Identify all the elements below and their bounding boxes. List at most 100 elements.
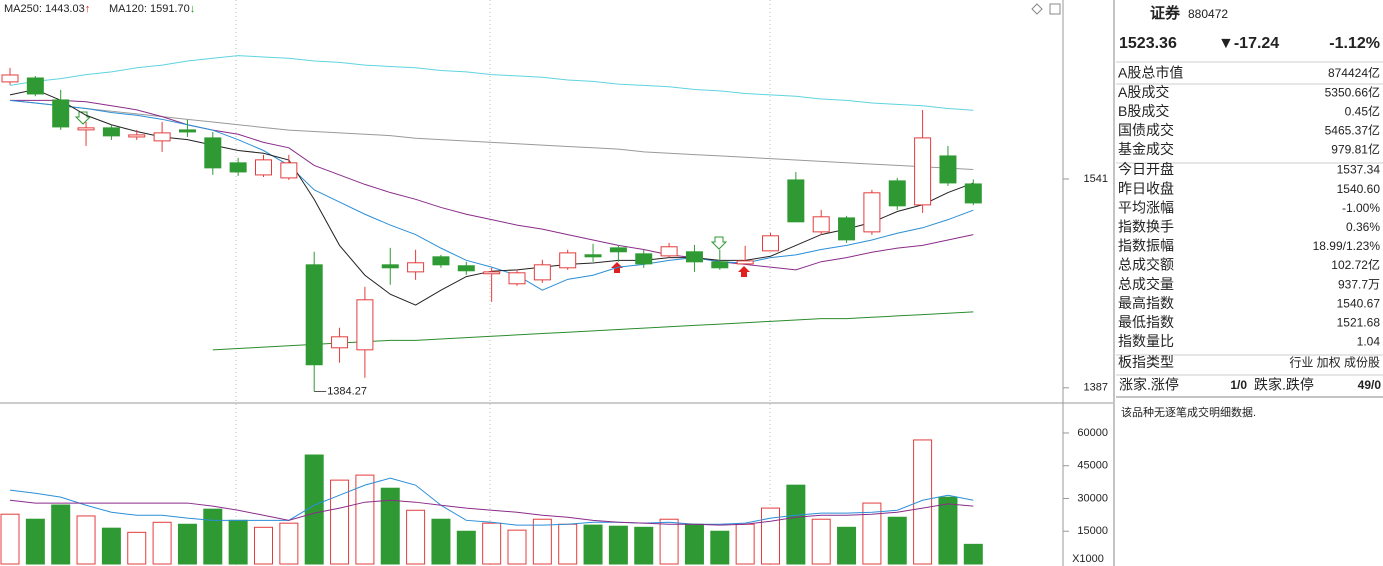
volume-bar <box>254 526 273 565</box>
legend-arrow: ↑ <box>85 3 91 15</box>
volume-bar <box>507 529 527 565</box>
y-tick-label: 60000 <box>1077 427 1108 439</box>
plot <box>0 55 983 565</box>
candle-body <box>1 74 19 83</box>
row-label: 平均涨幅 <box>1118 199 1174 215</box>
row-label: A股总市值 <box>1118 65 1183 81</box>
volume-bar <box>710 530 730 565</box>
sell-signal <box>74 111 92 125</box>
ma-line <box>9 499 974 526</box>
row-value: 874424亿 <box>1328 65 1380 80</box>
candle-body <box>280 162 298 179</box>
row-value: 行业 加权 成份股 <box>1289 356 1380 370</box>
legend-arrow: ↓ <box>190 3 196 15</box>
y-tick-label: 1387 <box>1084 382 1108 394</box>
row-label: 指数量比 <box>1118 333 1174 349</box>
legend-text: MA250: 1443.03 <box>4 3 85 15</box>
volume-bar <box>304 454 324 565</box>
candle-body <box>762 235 779 252</box>
legend-entry: MA120: 1591.70↓ <box>109 3 195 15</box>
volume-bar <box>279 522 299 565</box>
row-value: 102.72亿 <box>1331 257 1380 272</box>
candle-body <box>685 251 703 263</box>
volume-bar <box>583 524 603 565</box>
y-tick-label: 45000 <box>1077 460 1108 472</box>
row-value: 979.81亿 <box>1331 142 1380 157</box>
panel-note: 该品种无逐笔成交明细数据. <box>1121 405 1256 419</box>
candle-body <box>102 127 120 137</box>
volume-bar <box>608 525 628 565</box>
change: ▼-17.24 <box>1218 35 1279 52</box>
ma-line <box>212 311 974 351</box>
candle-body <box>787 179 805 223</box>
volume-bar <box>456 530 476 565</box>
candle-body <box>609 247 627 253</box>
icon[interactable] <box>1031 3 1043 15</box>
row-label: 国债成交 <box>1118 122 1174 138</box>
icon[interactable] <box>1049 3 1061 15</box>
candle-body <box>939 155 957 184</box>
volume-bar <box>659 518 679 565</box>
buy-signal <box>738 266 750 277</box>
candle-body <box>457 265 475 272</box>
low-label: 1384.27 <box>327 385 367 397</box>
volume-bar <box>913 439 933 565</box>
volume-bar <box>127 531 147 565</box>
candle-body <box>356 299 374 351</box>
row-value: 1540.67 <box>1337 296 1381 310</box>
volume-bar <box>862 502 882 565</box>
volume-bar <box>761 507 780 565</box>
row-label: 基金成交 <box>1118 141 1174 157</box>
y-tick-label: 30000 <box>1077 492 1108 504</box>
candle-body <box>888 180 906 207</box>
candle-body <box>77 127 95 131</box>
row-value: 18.99/1.23% <box>1313 239 1381 253</box>
row-value: -1.00% <box>1342 201 1380 215</box>
volume-bar <box>355 474 375 565</box>
candle-body <box>483 271 501 275</box>
row-value: 1521.68 <box>1337 315 1381 329</box>
volume-bar <box>532 518 552 565</box>
row-label: 指数换手 <box>1118 219 1174 235</box>
row-value: 0.45亿 <box>1345 103 1380 118</box>
candle-body <box>736 260 754 265</box>
volume-bar <box>811 518 831 565</box>
updown-label: 涨家.涨停 <box>1119 377 1179 393</box>
panel-name: 证券 <box>1150 4 1181 22</box>
row-label: 总成交量 <box>1118 276 1174 292</box>
ma-line <box>9 99 974 291</box>
price: 1523.36 <box>1119 35 1177 52</box>
candle-body <box>812 216 830 233</box>
row-label: 指数振幅 <box>1118 238 1174 254</box>
volume-bar <box>51 504 71 565</box>
volume-bar <box>380 487 400 565</box>
volume-bar <box>152 521 172 565</box>
volume-bar <box>203 508 223 565</box>
legend-text: MA120: 1591.70 <box>109 3 190 15</box>
candle-body <box>964 183 982 204</box>
candle-body <box>255 159 272 176</box>
volume-bar <box>887 516 907 565</box>
volume-bar <box>330 479 350 565</box>
candle-body <box>863 192 881 233</box>
ma-line <box>10 99 974 271</box>
volume-bar <box>101 527 121 565</box>
panel-code: 880472 <box>1188 7 1228 21</box>
volume-bar <box>735 523 755 565</box>
row-label: 最高指数 <box>1118 295 1174 311</box>
y-tick-label: 1541 <box>1084 173 1108 185</box>
candle-body <box>229 162 247 173</box>
candle-body <box>432 256 450 266</box>
percent: -1.12% <box>1329 35 1380 52</box>
candle-body <box>559 252 577 269</box>
candle-body <box>153 132 171 142</box>
row-value: 5465.37亿 <box>1325 122 1380 137</box>
row-value: 5350.66亿 <box>1325 84 1380 99</box>
candle-body <box>331 336 349 349</box>
volume-bar <box>25 518 45 565</box>
row-value: 0.36% <box>1346 220 1380 234</box>
updown-label: 跌家.跌停 <box>1254 377 1314 393</box>
candle-body <box>204 137 222 169</box>
candle-body <box>838 217 856 241</box>
